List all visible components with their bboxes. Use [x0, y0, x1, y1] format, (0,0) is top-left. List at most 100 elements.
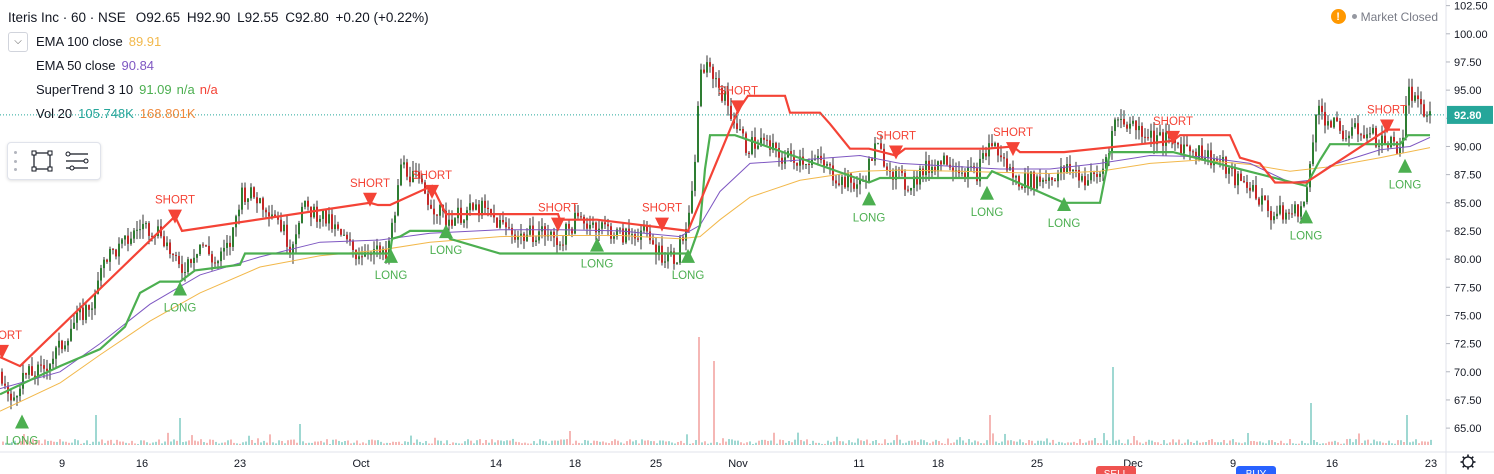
symbol-title[interactable]: Iteris Inc · 60 · NSE: [8, 10, 126, 25]
volume-bar: [632, 441, 634, 445]
volume-bar: [650, 441, 652, 445]
volume-bar: [1190, 441, 1192, 445]
long-signal-label: LONG: [1048, 218, 1081, 230]
supertrend-row[interactable]: SuperTrend 3 10 91.09 n/a n/a: [8, 78, 432, 102]
candle-body: [931, 166, 933, 173]
volume-bar: [860, 440, 862, 445]
candle-body: [373, 249, 375, 255]
volume-bar: [140, 440, 142, 445]
candle-body: [1261, 195, 1263, 205]
volume-bar: [1406, 415, 1408, 445]
candle-body: [316, 206, 318, 222]
volume-bar: [302, 441, 304, 445]
candle-body: [1387, 144, 1389, 148]
candle-body: [148, 223, 150, 236]
candle-body: [1, 371, 3, 384]
long-signal-marker: [1057, 197, 1071, 212]
candle-body: [1132, 120, 1134, 124]
time-tick-label: 16: [136, 458, 148, 470]
volume-bar: [761, 439, 763, 445]
candle-body: [1420, 99, 1422, 105]
volume-bar: [1133, 435, 1135, 445]
candle-body: [166, 242, 168, 247]
volume-bar: [149, 443, 151, 445]
candle-body: [577, 212, 579, 217]
candle-body: [1270, 210, 1272, 221]
volume-bar: [317, 441, 319, 445]
candle-body: [1378, 145, 1380, 147]
volume-bar: [269, 434, 271, 445]
volume-bar: [1196, 440, 1198, 445]
volume-bar: [764, 439, 766, 445]
candle-body: [784, 157, 786, 164]
ohlc-values: O92.65 H92.90 L92.55 C92.80 +0.20 (+0.22…: [136, 6, 432, 30]
volume-bar: [56, 441, 58, 445]
volume-bar: [1427, 441, 1429, 445]
buy-button: [1236, 466, 1276, 474]
candle-body: [1267, 200, 1269, 211]
price-tick-label: 85.00: [1454, 198, 1482, 210]
volume-bar: [1049, 442, 1051, 445]
candle-body: [475, 204, 477, 210]
candle-body: [79, 307, 81, 313]
volume-bar: [158, 439, 160, 445]
volume-row[interactable]: Vol 20 105.748K 168.801K: [8, 102, 432, 126]
short-signal-label: SHORT: [642, 203, 682, 215]
volume-bar: [785, 442, 787, 445]
volume-bar: [938, 441, 940, 445]
volume-bar: [419, 441, 421, 445]
candle-body: [295, 234, 297, 245]
volume-bar: [1358, 433, 1360, 445]
volume-bar: [941, 443, 943, 445]
candle-body: [850, 173, 852, 183]
lines-tool-button[interactable]: [64, 147, 90, 175]
volume-bar: [575, 440, 577, 445]
volume-bar: [728, 439, 730, 445]
candle-body: [1252, 185, 1254, 191]
collapse-legend-button[interactable]: ⌵: [8, 32, 28, 52]
volume-bar: [815, 442, 817, 445]
volume-bar: [131, 440, 133, 445]
candle-body: [124, 235, 126, 240]
volume-bar: [59, 439, 61, 445]
ema100-row[interactable]: ⌵ EMA 100 close 89.91: [8, 30, 432, 54]
volume-bar: [1052, 439, 1054, 445]
candle-body: [343, 234, 345, 236]
open-value: O92.65: [135, 10, 181, 25]
volume-bar: [215, 441, 217, 445]
candle-body: [979, 158, 981, 182]
candle-body: [1345, 138, 1347, 140]
candle-body: [415, 171, 417, 173]
market-status[interactable]: ! Market Closed: [1330, 9, 1438, 24]
drag-handle[interactable]: [14, 151, 19, 171]
ema50-row[interactable]: EMA 50 close 90.84: [8, 54, 432, 78]
candle-body: [190, 259, 192, 263]
volume-bar: [887, 442, 889, 445]
volume-bar: [1301, 440, 1303, 445]
volume-bar: [1178, 439, 1180, 445]
volume-bar: [1298, 443, 1300, 445]
volume-bar: [416, 439, 418, 445]
volume-bar: [1193, 443, 1195, 445]
volume-bar: [389, 442, 391, 445]
candle-body: [232, 227, 234, 247]
long-signal-marker: [15, 414, 29, 429]
candle-body: [967, 167, 969, 180]
candle-body: [1327, 121, 1329, 126]
rectangle-tool-button[interactable]: [29, 147, 54, 175]
volume-bar: [524, 442, 526, 445]
candle-body: [118, 243, 120, 257]
volume-bar: [146, 442, 148, 445]
candle-body: [1366, 134, 1368, 139]
volume-bar: [344, 441, 346, 445]
candle-body: [1339, 121, 1341, 131]
candle-body: [1408, 86, 1410, 106]
candle-body: [223, 247, 225, 252]
settings-gear-tooth: [1470, 464, 1474, 468]
volume-bar: [164, 441, 166, 445]
volume-bar: [923, 440, 925, 445]
volume-bar: [1313, 440, 1315, 445]
volume-bar: [1322, 443, 1324, 445]
candle-body: [1036, 176, 1038, 189]
